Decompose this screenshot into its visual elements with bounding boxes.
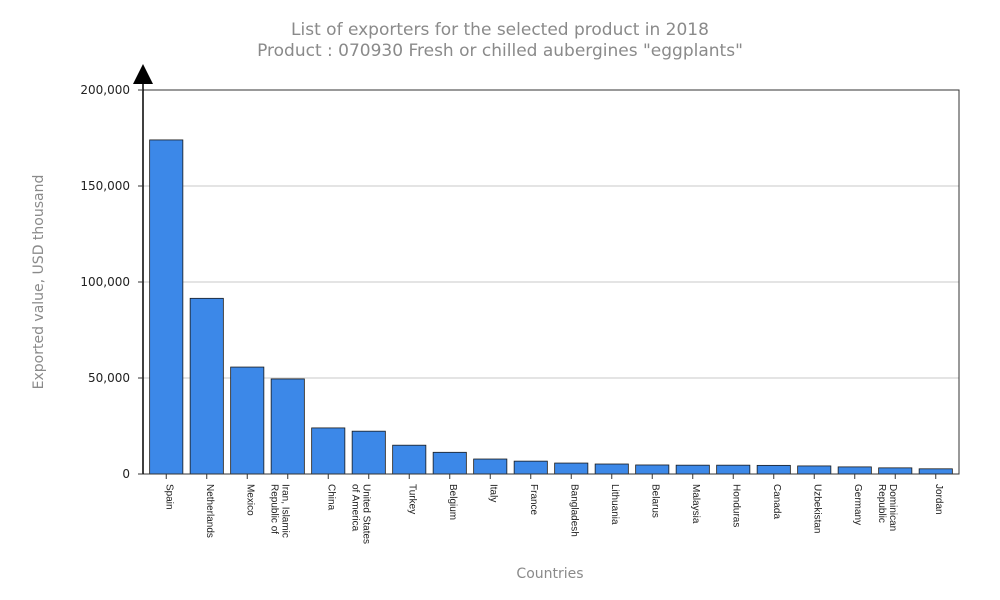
- bar: [837, 466, 872, 475]
- y-tick-labels: 0 50,000 100,000 150,000 200,000: [80, 83, 143, 481]
- bar: [311, 427, 346, 475]
- y-axis-arrow-icon: [133, 64, 153, 84]
- y-tick-label: 150,000: [80, 179, 130, 193]
- x-tick-label: Netherlands: [204, 484, 215, 538]
- bars: [149, 139, 953, 475]
- bar: [270, 378, 305, 475]
- bar: [594, 463, 629, 475]
- bar: [675, 464, 710, 475]
- x-tick-label: Honduras: [730, 484, 741, 527]
- bar: [797, 465, 832, 475]
- y-tick-label: 100,000: [80, 275, 130, 289]
- x-tick-label: China: [325, 484, 336, 511]
- y-tick-label: 200,000: [80, 83, 130, 97]
- x-tick-labels: Spain Netherlands Mexico Iran, IslamicRepub…: [163, 474, 944, 544]
- x-tick-label: Bangladesh: [568, 484, 579, 537]
- x-tick-label: Uzbekistan: [811, 484, 822, 533]
- x-tick-label: United Statesof America: [349, 484, 371, 544]
- x-tick-label: Mexico: [244, 484, 255, 516]
- x-tick-label: Belgium: [447, 484, 458, 520]
- bar: [392, 444, 427, 475]
- chart-title: List of exporters for the selected produ…: [291, 20, 709, 40]
- bar: [230, 366, 265, 475]
- bar: [432, 451, 467, 475]
- x-tick-label: Spain: [163, 484, 174, 510]
- bar: [756, 464, 791, 475]
- x-tick-label: Turkey: [406, 484, 417, 514]
- x-tick-label: Iran, IslamicRepublic of: [268, 484, 290, 538]
- x-tick-label: Belarus: [649, 484, 660, 518]
- x-tick-label: Canada: [771, 484, 782, 519]
- bar: [473, 458, 508, 475]
- bar: [554, 462, 589, 475]
- y-tick-label: 0: [122, 467, 130, 481]
- y-axis-title: Exported value, USD thousand: [31, 175, 47, 390]
- gridlines: [143, 185, 959, 379]
- x-tick-label: Jordan: [933, 484, 944, 515]
- bar: [878, 467, 913, 475]
- bar: [513, 460, 548, 475]
- x-axis-title: Countries: [516, 566, 583, 582]
- bar: [149, 139, 184, 475]
- x-tick-label: Lithuania: [609, 484, 620, 525]
- chart-subtitle: Product : 070930 Fresh or chilled auberg…: [257, 41, 743, 61]
- x-tick-label: France: [528, 484, 539, 516]
- x-tick-label: DominicanRepublic: [876, 484, 898, 531]
- bar: [918, 468, 953, 475]
- bar: [635, 464, 670, 475]
- x-tick-label: Malaysia: [690, 484, 701, 524]
- bar: [351, 430, 386, 475]
- bar: [716, 464, 751, 475]
- x-tick-label: Italy: [487, 484, 498, 502]
- bar: [189, 297, 224, 475]
- x-tick-label: Germany: [852, 484, 863, 525]
- y-tick-label: 50,000: [88, 371, 130, 385]
